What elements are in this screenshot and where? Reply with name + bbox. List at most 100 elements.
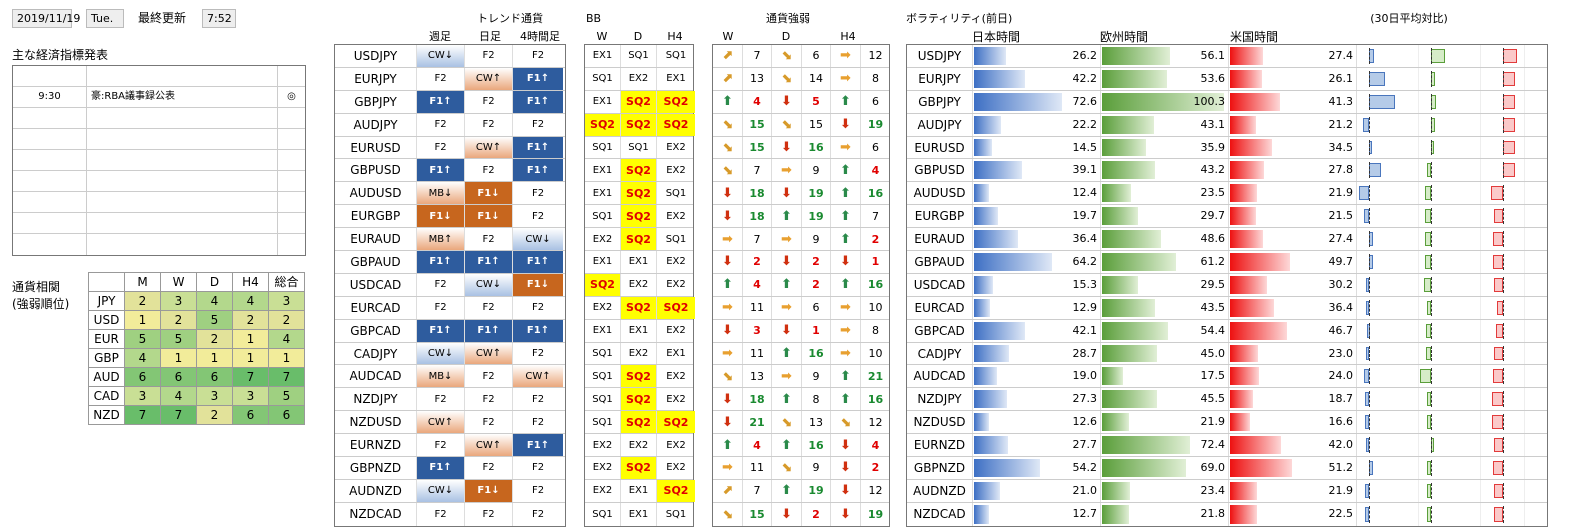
strength-row: ➡ 11 ⬊ 9 ⬇ 2 <box>713 457 889 480</box>
corr-cell: 2 <box>196 329 233 349</box>
ratio-bar <box>1431 49 1445 63</box>
corr-cell: 3 <box>268 291 305 311</box>
ratio-axis <box>1369 208 1370 225</box>
bb-cell: EX1 <box>621 479 657 502</box>
time-box: 7:52 <box>202 9 236 28</box>
pair-name: GBPUSD <box>335 159 417 182</box>
vol-subtitle: (30日平均対比) <box>1370 12 1448 25</box>
vol-bar <box>1102 207 1139 226</box>
bb-cell: SQ1 <box>621 136 657 159</box>
vol-bar <box>1102 69 1168 88</box>
trend-row: EURJPY F2 CW↑ F1↑ <box>335 67 565 91</box>
ratio-axis <box>1503 185 1504 202</box>
vol-ratio-cell <box>1357 251 1419 273</box>
ratio-bar <box>1364 209 1369 224</box>
bb-cell: SQ2 <box>657 90 695 113</box>
down-arrow-icon: ⬇ <box>831 457 861 479</box>
trend-cell: F1↑ <box>513 159 563 182</box>
pair-name: CADJPY <box>335 342 417 365</box>
vol-value: 34.5 <box>1328 140 1354 154</box>
vol-us-cell: 16.6 <box>1229 411 1357 434</box>
econ-time <box>13 192 87 212</box>
bb-row: EX1 SQ1 SQ1 <box>585 45 693 68</box>
vol-eu-cell: 72.4 <box>1101 434 1229 457</box>
bb-row: EX1 EX1 EX2 <box>585 319 693 343</box>
strength-rank: 9 <box>802 228 831 251</box>
down-arrow-icon: ⬇ <box>831 502 861 526</box>
pair-name: NZDJPY <box>907 388 973 411</box>
econ-row <box>13 108 305 129</box>
corr-row: EUR 5 5 2 1 4 <box>88 329 305 349</box>
right-arrow-icon: ➡ <box>831 342 861 365</box>
corr-currency: USD <box>88 310 125 330</box>
vol-ratio-cell <box>1481 159 1525 182</box>
strength-rank: 4 <box>743 273 772 296</box>
strength-rank: 15 <box>743 136 772 159</box>
vol-eu-cell: 29.7 <box>1101 205 1229 228</box>
trend-row: GBPJPY F1↑ F2 F1↑ <box>335 90 565 114</box>
pair-name: GBPCAD <box>335 319 417 342</box>
vol-bar <box>1102 298 1155 317</box>
strength-headers-col: W <box>722 30 734 43</box>
vol-us-cell: 34.5 <box>1229 136 1357 159</box>
corr-cell: 4 <box>160 386 197 406</box>
ratio-bar <box>1503 71 1515 86</box>
vol-us-cell: 21.5 <box>1229 205 1357 228</box>
bb-row: EX2 SQ2 SQ1 <box>585 228 693 252</box>
vol-value: 12.4 <box>1072 186 1098 200</box>
vol-eu-cell: 35.9 <box>1101 136 1229 159</box>
strength-headers-col: H4 <box>840 30 856 43</box>
vol-value: 69.0 <box>1200 461 1226 475</box>
ratio-axis <box>1369 345 1370 362</box>
strength-row: ⬇ 21 ⬊ 13 ⬊ 12 <box>713 411 889 435</box>
vol-ratio-cell <box>1419 205 1481 228</box>
vol-bar <box>1230 321 1287 340</box>
vol-bar <box>1230 253 1291 271</box>
strength-rank: 18 <box>743 388 772 411</box>
vol-ratio-cell <box>1481 502 1525 526</box>
bb-cell: EX2 <box>585 457 621 479</box>
trend-cell: F1↑ <box>465 251 513 273</box>
ratio-bar <box>1420 369 1431 384</box>
vol-ratio-cell <box>1481 45 1525 67</box>
corr-cell: 3 <box>124 386 161 406</box>
vol-ratio-cell <box>1419 342 1481 365</box>
corr-cell: 2 <box>196 405 233 425</box>
ratio-bar <box>1493 461 1503 475</box>
corr-cell: 6 <box>268 405 305 425</box>
bb-cell: SQ2 <box>657 479 695 502</box>
ratio-axis <box>1369 414 1370 431</box>
ratio-axis <box>1369 70 1370 87</box>
strength-row: ⬇ 18 ⬆ 8 ⬆ 16 <box>713 388 889 412</box>
trend-cell: F1↑ <box>513 251 563 273</box>
econ-time <box>13 213 87 233</box>
vol-ratio-cell <box>1419 319 1481 342</box>
vol-bar <box>1230 184 1257 203</box>
vol-value: 27.7 <box>1072 438 1098 452</box>
vol-jp-cell: 27.7 <box>973 434 1101 457</box>
econ-time: 9:30 <box>13 87 87 107</box>
down-right-arrow-icon: ⬊ <box>713 159 743 182</box>
trend-headers-col: 4時間足 <box>520 30 560 43</box>
trend-row: EURCAD F2 F2 F2 <box>335 296 565 320</box>
strength-row: ⬊ 15 ⬊ 15 ⬇ 19 <box>713 113 889 137</box>
trend-cell: F2 <box>417 113 465 136</box>
vol-jp-cell: 72.6 <box>973 90 1101 113</box>
vol-eu-cell: 100.3 <box>1101 90 1229 113</box>
ratio-bar <box>1427 392 1431 407</box>
up-arrow-icon: ⬆ <box>772 342 802 365</box>
vol-ratio-cell <box>1419 159 1481 182</box>
pair-name: EURJPY <box>907 67 973 90</box>
vol-ratio-cell <box>1419 479 1481 502</box>
corr-cell: 7 <box>232 367 269 387</box>
ratio-bar <box>1427 163 1431 178</box>
ratio-axis <box>1369 368 1370 385</box>
vol-ratio-cell <box>1419 434 1481 457</box>
bb-row: EX1 EX1 EX2 <box>585 251 693 274</box>
vol-value: 12.6 <box>1072 415 1098 429</box>
trend-cell: CW↑ <box>513 365 563 388</box>
vol-bar <box>974 481 1000 500</box>
trend-cell: F2 <box>465 502 513 526</box>
trend-row: CADJPY CW↓ CW↑ F2 <box>335 342 565 366</box>
ratio-axis <box>1503 345 1504 362</box>
